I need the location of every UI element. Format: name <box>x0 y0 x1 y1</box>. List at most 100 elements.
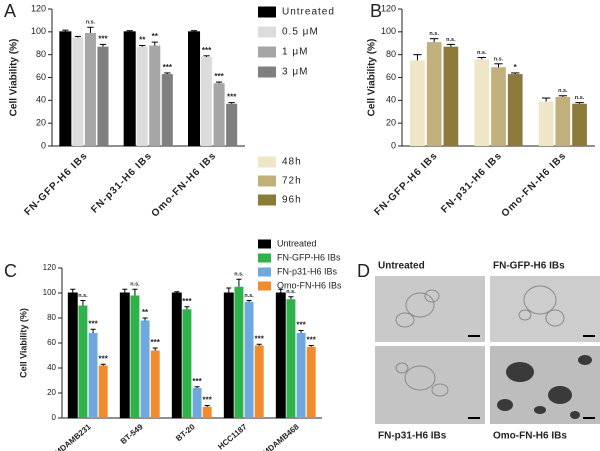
y-tick-label: 100 <box>381 26 396 36</box>
image-caption: Untreated <box>378 261 425 272</box>
image-caption: FN-GFP-H6 IBs <box>493 261 565 272</box>
y-tick-label: 60 <box>36 72 46 82</box>
x-tick-label: Omo-FN-H6 IBs <box>500 150 569 219</box>
bar <box>97 46 109 146</box>
bar <box>119 292 130 419</box>
y-tick-label: 0 <box>52 413 57 422</box>
bar <box>59 31 72 147</box>
significance-label: n.s. <box>477 50 487 56</box>
bar <box>286 299 296 418</box>
bar <box>98 365 108 418</box>
significance-label: n.s. <box>558 88 568 94</box>
significance-label: n.s. <box>130 282 140 288</box>
legend-label: Omo-FN-H6 IBs <box>277 280 342 290</box>
x-tick-label: FN-p31-H6 IBs <box>89 150 154 215</box>
bar <box>67 292 78 419</box>
legend-label: FN-p31-H6 IBs <box>277 266 338 276</box>
legend-swatch <box>258 46 276 58</box>
bar <box>171 292 182 419</box>
significance-label: *** <box>307 336 317 345</box>
aggregate <box>497 355 592 419</box>
x-tick-label: MDAMB231 <box>53 422 93 451</box>
significance-label: *** <box>202 46 212 55</box>
significance-label: n.s. <box>494 56 504 62</box>
bar <box>491 67 506 146</box>
legend-label: 72h <box>282 176 302 187</box>
y-tick-label: 100 <box>31 26 46 36</box>
x-tick-label: BT-549 <box>119 422 145 446</box>
bar <box>426 42 442 146</box>
significance-label: n.s. <box>446 37 456 43</box>
y-tick-label: 40 <box>386 95 396 105</box>
legend-swatch <box>258 175 276 187</box>
y-tick-label: 40 <box>47 363 56 372</box>
legend-label: Untreated <box>277 238 317 248</box>
legend-label: 1 μM <box>282 47 308 58</box>
x-tick-label: FN-p31-H6 IBs <box>439 150 504 215</box>
x-tick-label: FN-GFP-H6 IBs <box>23 150 91 218</box>
y-tick-label: 40 <box>36 95 46 105</box>
bar <box>88 333 98 418</box>
y-tick-label: 20 <box>47 388 56 397</box>
bar <box>136 46 148 146</box>
bar <box>201 56 213 147</box>
significance-label: n.s. <box>234 272 244 278</box>
bar <box>296 333 306 418</box>
y-tick-label: 80 <box>36 49 46 59</box>
y-tick-label: 80 <box>47 313 56 322</box>
legend-swatch <box>258 156 276 168</box>
significance-label: * <box>514 63 518 72</box>
bar <box>202 406 212 418</box>
x-tick-label: MDAMB468 <box>261 422 301 451</box>
y-tick-label: 120 <box>43 263 57 272</box>
legend-swatch <box>258 194 276 206</box>
significance-label: ** <box>139 36 146 45</box>
bar <box>130 295 140 418</box>
y-tick-label: 60 <box>47 338 56 347</box>
x-tick-label: HCC1187 <box>216 422 249 451</box>
bar <box>443 46 459 146</box>
significance-label: *** <box>98 35 108 44</box>
y-tick-label: 80 <box>386 49 396 59</box>
significance-label: *** <box>151 338 161 347</box>
significance-label: n.s. <box>244 293 254 299</box>
bar <box>213 83 225 146</box>
bar <box>223 292 234 419</box>
bar <box>72 37 84 146</box>
significance-label: n.s. <box>86 20 96 26</box>
bar <box>234 286 244 418</box>
significance-label: *** <box>192 377 202 386</box>
y-tick-label: 60 <box>386 72 396 82</box>
significance-label: *** <box>203 396 213 405</box>
panel-label: C <box>4 261 17 281</box>
micrograph <box>375 276 485 342</box>
significance-label: *** <box>214 72 224 81</box>
bar <box>555 96 571 146</box>
significance-label: ** <box>152 32 159 41</box>
bar <box>84 32 96 146</box>
bar <box>474 59 490 146</box>
legend-swatch <box>258 267 271 277</box>
y-tick-label: 120 <box>381 3 396 13</box>
y-tick-label: 20 <box>36 118 46 128</box>
legend-label: 48h <box>282 157 302 168</box>
bar <box>254 345 264 418</box>
bar <box>182 309 192 418</box>
panel-label: D <box>357 261 370 281</box>
legend-label: Untreated <box>282 7 335 18</box>
bar <box>306 346 316 418</box>
bar <box>226 103 238 146</box>
legend-swatch <box>258 281 271 291</box>
significance-label: *** <box>88 319 98 328</box>
bar <box>192 388 202 418</box>
legend-label: 3 μM <box>282 67 308 78</box>
significance-label: n.s. <box>575 95 585 101</box>
significance-label: n.s. <box>78 293 88 299</box>
y-tick-label: 20 <box>386 118 396 128</box>
panel-label: B <box>370 1 382 21</box>
bar <box>244 301 254 418</box>
significance-label: *** <box>296 321 306 330</box>
legend-swatch <box>258 6 276 18</box>
bar <box>410 60 425 146</box>
